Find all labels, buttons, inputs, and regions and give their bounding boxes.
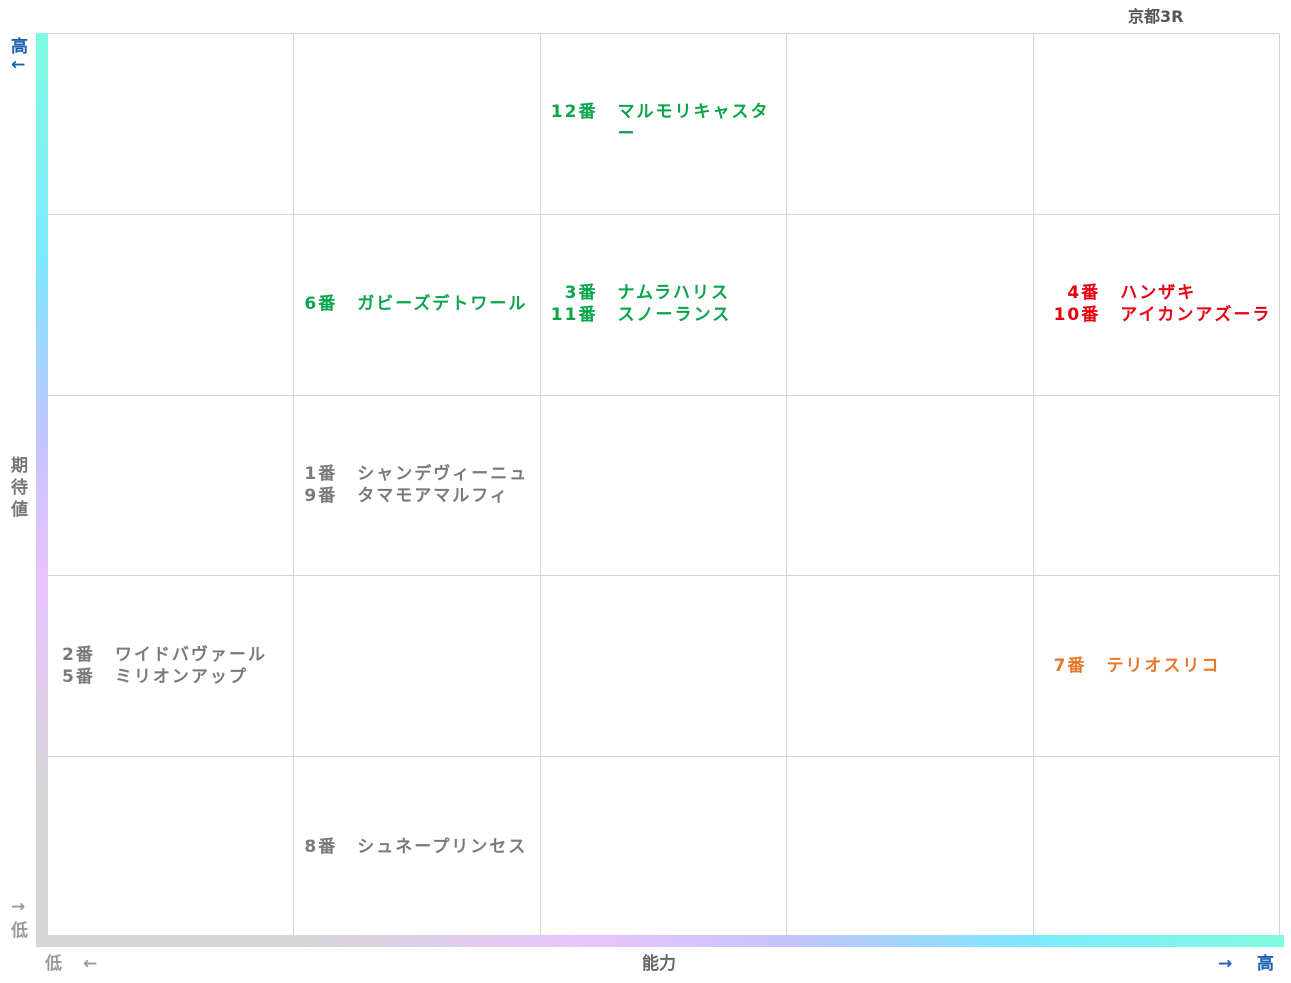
cell-r3-c0: 2番 ワイドバヴァール 5番 ミリオンアップ bbox=[62, 575, 296, 756]
chart-grid: 12番 マルモリキャスター 6番 ガビーズデトワール 3番 ナムラハリス 11番 スノーランス… bbox=[48, 33, 1280, 937]
cell-r1-c2: 3番 ナムラハリス 11番 スノーランス bbox=[551, 214, 785, 395]
x-high-label: 高 bbox=[1257, 954, 1274, 974]
grid-vline bbox=[786, 33, 788, 937]
horse-number: 4番 bbox=[1067, 283, 1101, 304]
grid-vline bbox=[539, 33, 541, 937]
horse-name: ガビーズデトワール bbox=[357, 294, 528, 315]
y-high-arrow-icon: ← bbox=[11, 55, 26, 75]
x-axis-label: 能力 bbox=[642, 954, 676, 974]
horse-number: 7番 bbox=[1053, 655, 1087, 676]
horse-number: 3番 bbox=[564, 283, 598, 304]
grid-vline bbox=[1279, 33, 1280, 937]
horse-number: 11番 bbox=[550, 305, 598, 326]
horse-name: タマモアマルフィ bbox=[357, 485, 509, 506]
horse-number: 12番 bbox=[550, 102, 598, 123]
y-low-label: 低 bbox=[11, 921, 28, 941]
race-title: 京都3R bbox=[1128, 7, 1184, 26]
cell-r3-c4: 7番 テリオスリコ bbox=[1044, 575, 1278, 756]
horse-name: アイカンアズーラ bbox=[1120, 305, 1272, 326]
horse-number: 6番 bbox=[304, 294, 338, 315]
cell-r4-c1: 8番 シュネープリンセス bbox=[304, 756, 538, 937]
cell-r2-c1: 1番 シャンデヴィーニュ 9番 タマモアマルフィ bbox=[304, 395, 538, 576]
horse-name: ワイドバヴァール bbox=[114, 644, 267, 665]
grid-vline bbox=[1032, 33, 1034, 937]
y-axis-label: 期待値 bbox=[11, 456, 28, 520]
horse-number: 8番 bbox=[304, 836, 338, 857]
horse-number: 10番 bbox=[1053, 305, 1101, 326]
x-high-arrow-icon: → bbox=[1218, 954, 1233, 974]
horse-name: マルモリキャスター bbox=[617, 102, 770, 145]
horse-name: シュネープリンセス bbox=[357, 836, 528, 857]
horse-number: 5番 bbox=[62, 666, 95, 687]
horse-name: ナムラハリス bbox=[617, 283, 730, 304]
horse-number: 9番 bbox=[304, 485, 338, 506]
grid-hline bbox=[48, 575, 1280, 577]
horse-name: スノーランス bbox=[617, 305, 732, 326]
cell-r0-c2: 12番 マルモリキャスター bbox=[551, 33, 785, 214]
grid-hline bbox=[48, 33, 1280, 34]
grid-hline bbox=[48, 756, 1280, 758]
horse-number: 2番 bbox=[62, 644, 95, 665]
cell-r1-c4: 4番 ハンザキ 10番 アイカンアズーラ bbox=[1044, 214, 1278, 395]
y-high-label: 高 bbox=[11, 37, 28, 57]
horse-name: テリオスリコ bbox=[1106, 655, 1221, 676]
x-axis-bar bbox=[36, 935, 1284, 947]
horse-name: ミリオンアップ bbox=[114, 666, 248, 687]
grid-hline bbox=[48, 213, 1280, 215]
y-low-arrow-icon: → bbox=[11, 897, 26, 917]
horse-number: 1番 bbox=[304, 463, 338, 484]
x-low-label: 低 bbox=[45, 954, 62, 974]
x-low-arrow-icon: ← bbox=[83, 954, 98, 974]
grid-vline bbox=[293, 33, 295, 937]
y-axis-bar bbox=[36, 33, 48, 943]
horse-name: ハンザキ bbox=[1120, 283, 1197, 304]
grid-hline bbox=[48, 394, 1280, 396]
cell-r1-c1: 6番 ガビーズデトワール bbox=[304, 214, 538, 395]
horse-name: シャンデヴィーニュ bbox=[357, 463, 529, 484]
